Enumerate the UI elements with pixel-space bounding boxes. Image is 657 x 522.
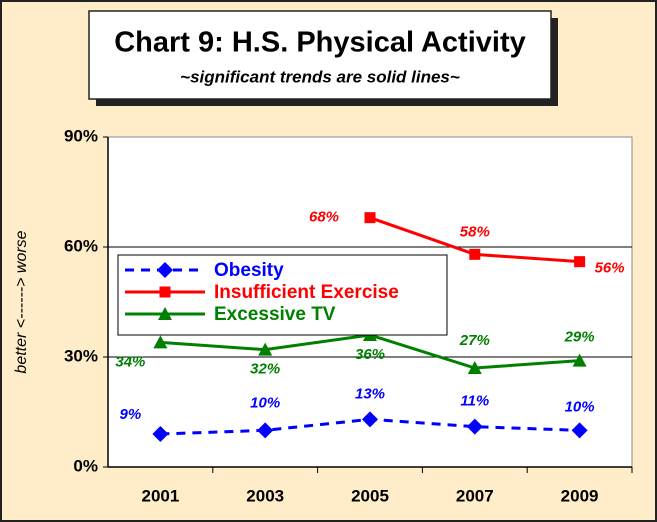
- marker: [364, 212, 376, 224]
- marker: [466, 418, 483, 435]
- x-tick-label: 2009: [561, 486, 599, 505]
- marker: [467, 361, 482, 374]
- value-label: 58%: [460, 223, 490, 240]
- y-tick-label: 90%: [64, 126, 98, 145]
- legend-box: [117, 254, 448, 336]
- marker: [157, 262, 173, 278]
- value-label: 36%: [355, 346, 385, 363]
- legend-label: Excessive TV: [214, 304, 336, 325]
- value-label: 32%: [250, 361, 280, 378]
- marker: [258, 342, 273, 356]
- y-tick-label: 60%: [64, 236, 98, 255]
- value-label: 9%: [120, 406, 142, 423]
- y-tick-label: 0%: [73, 456, 98, 475]
- chart-title: Chart 9: H.S. Physical Activity: [114, 27, 526, 59]
- marker: [362, 411, 378, 428]
- marker: [153, 335, 168, 349]
- x-tick-label: 2007: [456, 486, 494, 505]
- chart-subtitle: ~significant trends are solid lines~: [180, 67, 460, 86]
- marker: [469, 248, 481, 260]
- marker: [158, 307, 172, 320]
- value-label: 29%: [564, 329, 595, 346]
- x-tick-label: 2005: [351, 486, 389, 505]
- legend-label: Insufficient Exercise: [214, 282, 399, 303]
- marker: [257, 422, 274, 439]
- marker: [152, 426, 169, 442]
- value-label: 10%: [565, 398, 595, 415]
- value-label: 68%: [309, 209, 339, 226]
- value-label: 27%: [459, 332, 490, 349]
- legend-label: Obesity: [214, 260, 284, 281]
- value-label: 11%: [460, 393, 489, 410]
- value-label: 56%: [595, 260, 625, 277]
- marker: [574, 256, 586, 268]
- marker: [572, 353, 587, 367]
- value-label: 13%: [355, 385, 385, 402]
- marker: [159, 286, 171, 298]
- y-axis-label: better <------> worse: [13, 230, 30, 373]
- marker: [571, 422, 588, 439]
- value-label: 34%: [115, 353, 145, 370]
- value-label: 10%: [250, 394, 280, 411]
- x-tick-label: 2003: [246, 486, 284, 505]
- y-tick-label: 30%: [64, 346, 98, 365]
- title-box: [88, 10, 552, 100]
- x-tick-label: 2001: [141, 486, 179, 505]
